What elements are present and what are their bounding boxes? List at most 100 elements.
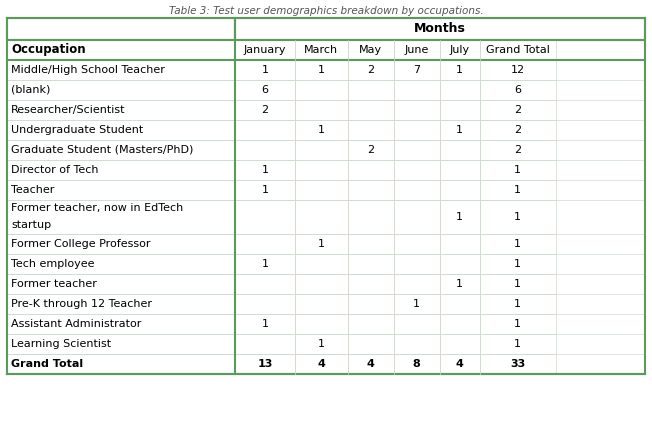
Text: 2: 2 (367, 145, 374, 155)
Bar (439, 234, 480, 254)
Bar (235, 200, 295, 234)
Bar (235, 294, 295, 314)
Bar (235, 100, 295, 120)
Text: Graduate Student (Masters/PhD): Graduate Student (Masters/PhD) (11, 145, 194, 155)
Text: Occupation: Occupation (11, 43, 85, 57)
Text: Former teacher, now in EdTech: Former teacher, now in EdTech (11, 203, 183, 214)
Bar (235, 120, 295, 140)
Bar (480, 274, 556, 294)
Bar (394, 40, 439, 60)
Text: Assistant Administrator: Assistant Administrator (11, 319, 141, 329)
Text: 1: 1 (413, 299, 420, 309)
Text: Former College Professor: Former College Professor (11, 239, 151, 249)
Bar (480, 140, 556, 160)
Bar (480, 234, 556, 254)
Bar (439, 334, 480, 354)
Bar (439, 120, 480, 140)
Text: Undergraduate Student: Undergraduate Student (11, 125, 143, 135)
Bar (480, 354, 556, 374)
Text: Former teacher: Former teacher (11, 279, 97, 289)
Text: 1: 1 (456, 65, 463, 75)
Bar (394, 354, 439, 374)
Text: 2: 2 (514, 125, 522, 135)
Bar (348, 160, 394, 180)
Text: Middle/High School Teacher: Middle/High School Teacher (11, 65, 165, 75)
Text: June: June (404, 45, 429, 55)
Bar (7, 274, 235, 294)
Bar (7, 140, 235, 160)
Text: Grand Total: Grand Total (486, 45, 550, 55)
Bar (7, 100, 235, 120)
Bar (394, 60, 439, 80)
Bar (480, 180, 556, 200)
Text: 4: 4 (318, 359, 325, 369)
Bar (235, 160, 295, 180)
Text: Pre-K through 12 Teacher: Pre-K through 12 Teacher (11, 299, 152, 309)
Text: 13: 13 (258, 359, 273, 369)
Bar (394, 200, 439, 234)
Text: 1: 1 (261, 165, 269, 175)
Bar (480, 80, 556, 100)
Text: Researcher/Scientist: Researcher/Scientist (11, 105, 125, 115)
Text: 6: 6 (514, 85, 521, 95)
Bar (348, 234, 394, 254)
Bar (348, 60, 394, 80)
Text: 1: 1 (514, 339, 521, 349)
Bar (439, 180, 480, 200)
Bar (295, 274, 348, 294)
Text: 1: 1 (514, 165, 521, 175)
Bar (295, 200, 348, 234)
Text: 1: 1 (318, 125, 325, 135)
Bar (394, 120, 439, 140)
Text: (blank): (blank) (11, 85, 50, 95)
Bar (394, 80, 439, 100)
Text: 1: 1 (514, 279, 521, 289)
Text: 12: 12 (511, 65, 525, 75)
Text: 2: 2 (514, 105, 522, 115)
Text: Director of Tech: Director of Tech (11, 165, 98, 175)
Bar (348, 334, 394, 354)
Bar (480, 254, 556, 274)
Text: March: March (304, 45, 338, 55)
Bar (480, 100, 556, 120)
Bar (348, 294, 394, 314)
Text: 4: 4 (366, 359, 375, 369)
Text: 1: 1 (514, 319, 521, 329)
Bar (394, 294, 439, 314)
Bar (295, 40, 348, 60)
Bar (394, 234, 439, 254)
Text: Table 3: Test user demographics breakdown by occupations.: Table 3: Test user demographics breakdow… (169, 6, 483, 16)
Bar (348, 274, 394, 294)
Bar (7, 60, 235, 80)
Text: 1: 1 (261, 185, 269, 195)
Text: Grand Total: Grand Total (11, 359, 83, 369)
Bar (295, 294, 348, 314)
Bar (235, 140, 295, 160)
Bar (439, 100, 480, 120)
Bar (295, 180, 348, 200)
Bar (7, 120, 235, 140)
Text: 1: 1 (318, 65, 325, 75)
Bar (348, 314, 394, 334)
Bar (439, 40, 480, 60)
Bar (7, 294, 235, 314)
Bar (348, 140, 394, 160)
Bar (348, 40, 394, 60)
Bar (439, 294, 480, 314)
Bar (235, 334, 295, 354)
Bar (480, 60, 556, 80)
Bar (439, 140, 480, 160)
Text: 1: 1 (514, 239, 521, 249)
Bar (235, 40, 295, 60)
Bar (439, 314, 480, 334)
Bar (295, 254, 348, 274)
Bar (235, 354, 295, 374)
Bar (7, 160, 235, 180)
Bar (439, 354, 480, 374)
Bar (235, 234, 295, 254)
Bar (7, 180, 235, 200)
Bar (235, 60, 295, 80)
Bar (394, 160, 439, 180)
Bar (295, 314, 348, 334)
Bar (348, 200, 394, 234)
